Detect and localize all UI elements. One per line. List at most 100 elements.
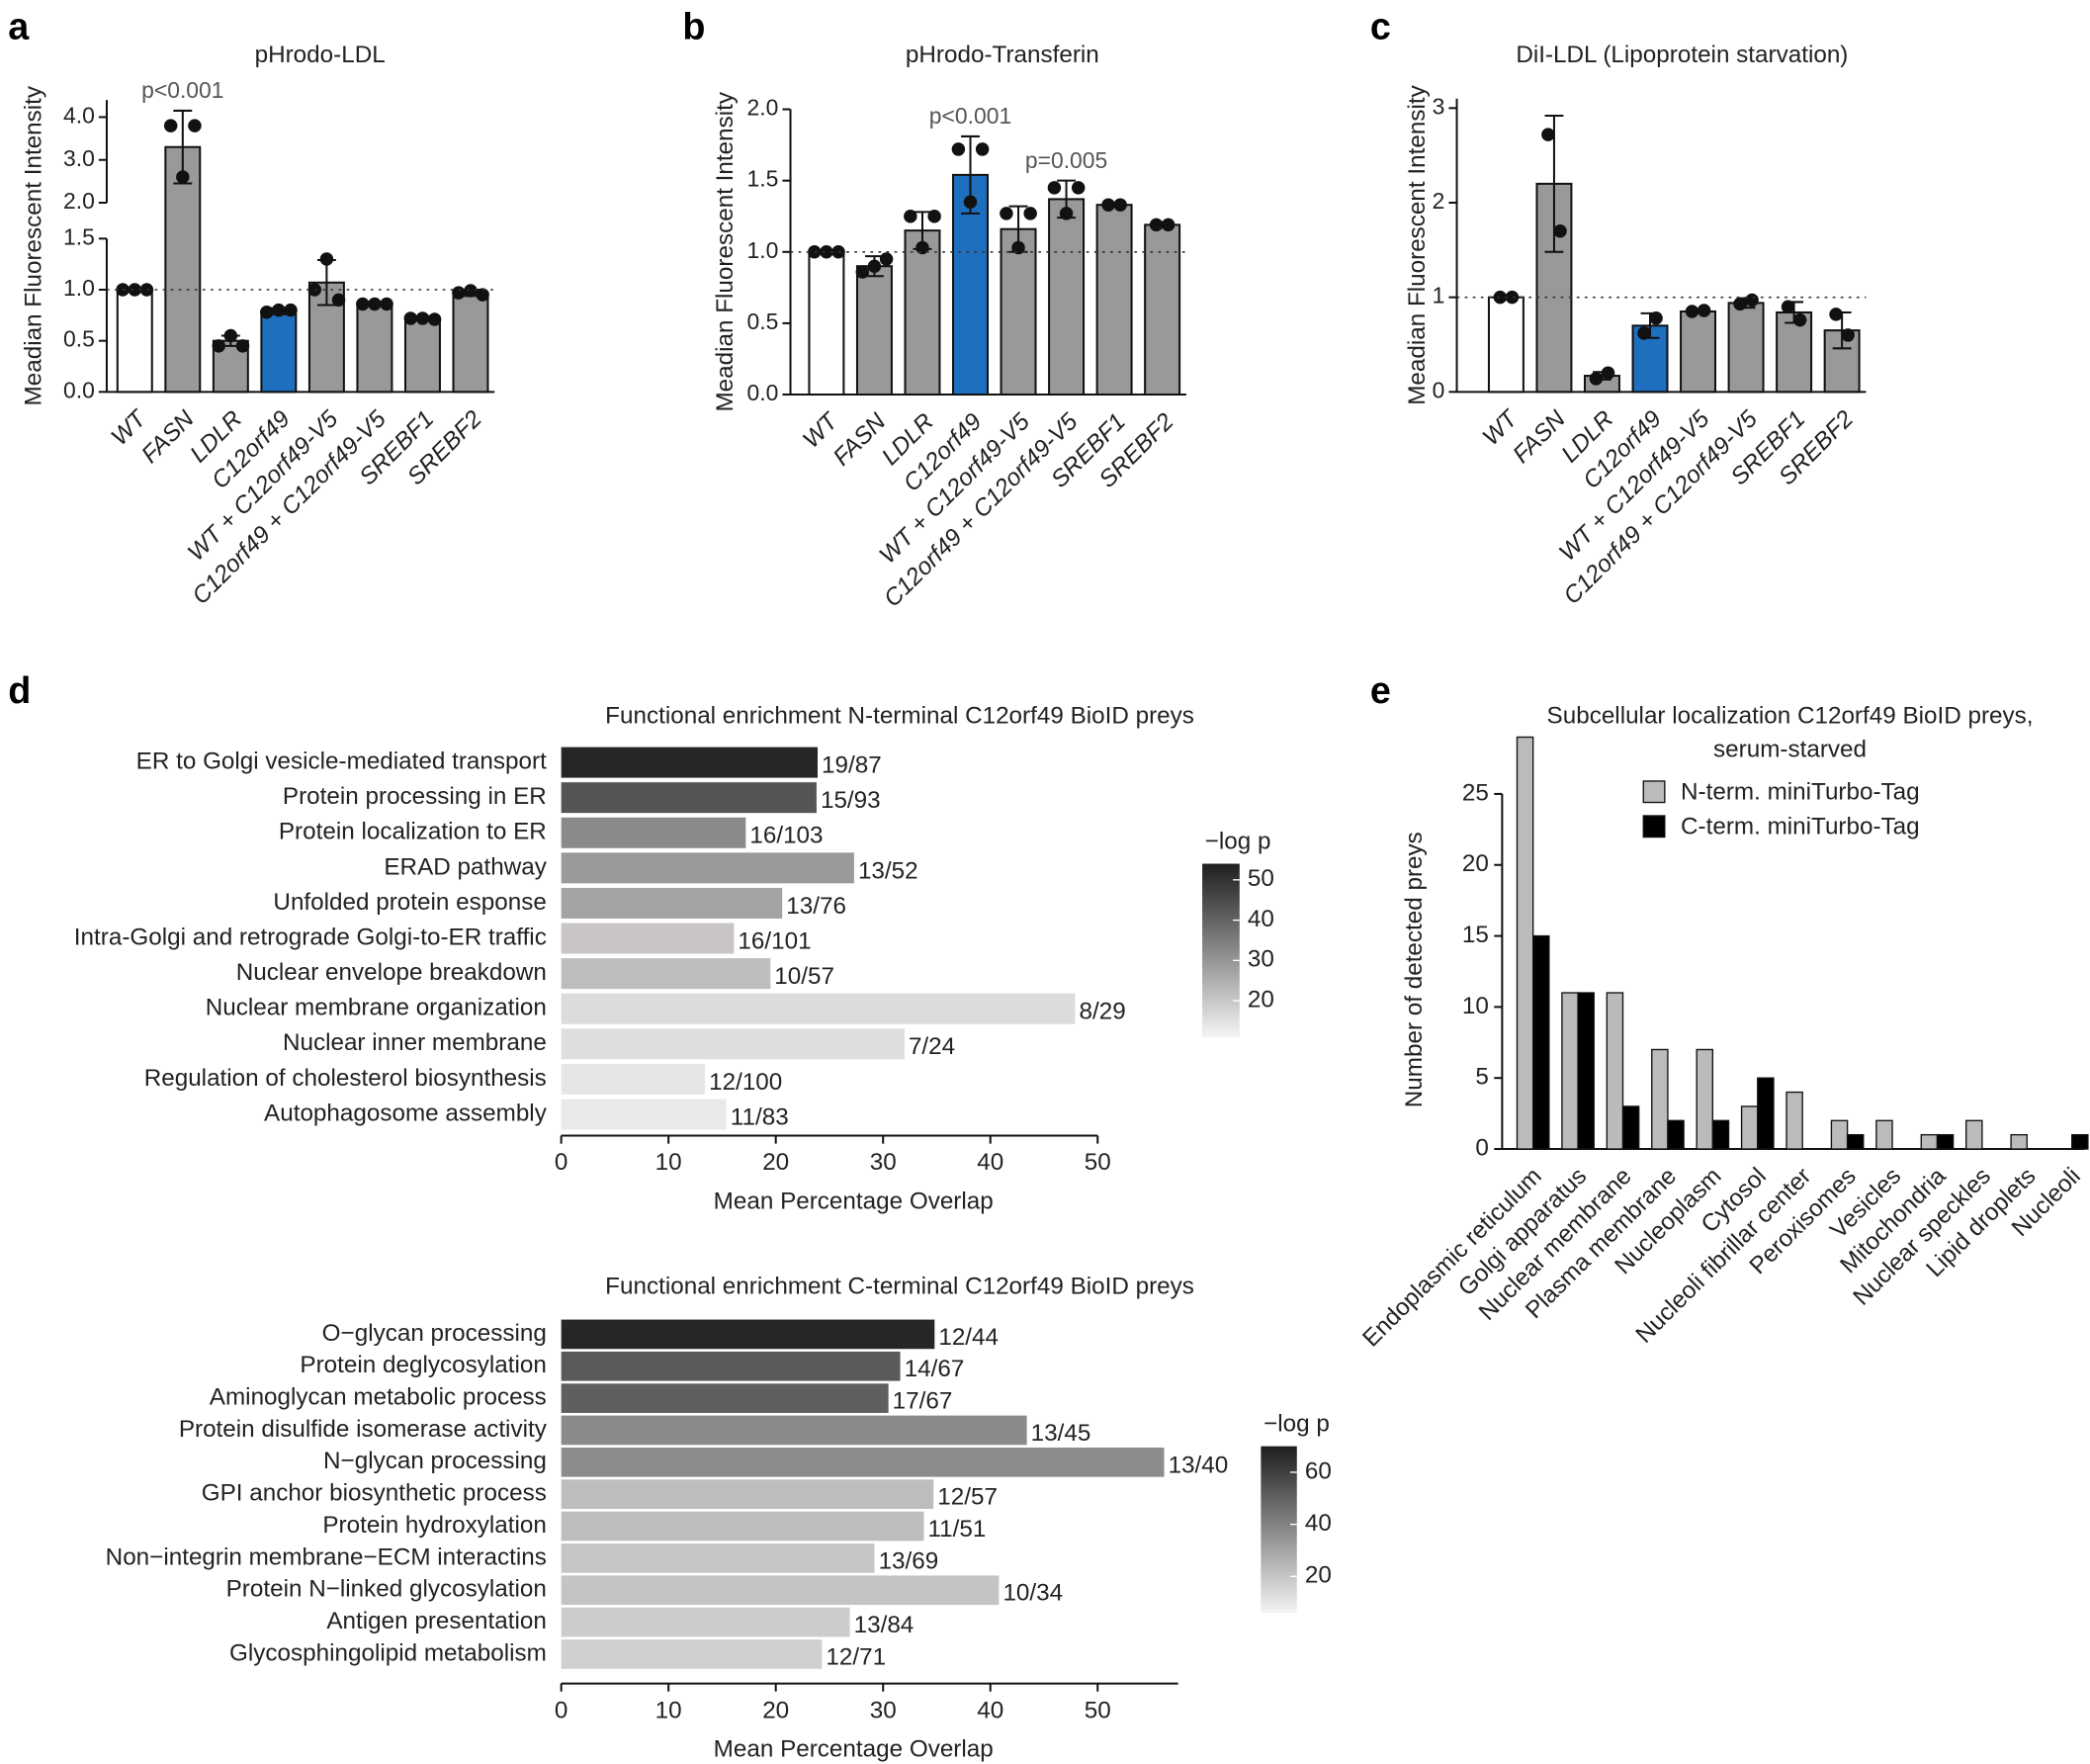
value-label: 15/93 bbox=[821, 787, 881, 814]
value-label: 13/69 bbox=[879, 1547, 939, 1574]
data-point bbox=[1161, 218, 1176, 232]
data-point bbox=[415, 311, 430, 325]
data-point bbox=[403, 311, 418, 325]
chart-title: pHrodo-LDL bbox=[255, 42, 386, 68]
value-label: 12/57 bbox=[937, 1484, 998, 1511]
y-tick-label: O−glycan processing bbox=[322, 1320, 547, 1347]
data-point bbox=[1553, 223, 1567, 238]
data-point bbox=[368, 297, 382, 311]
panel-label: c bbox=[1370, 6, 1391, 47]
value-label: 13/52 bbox=[858, 857, 918, 884]
y-tick-label: Non−integrin membrane−ECM interactins bbox=[106, 1544, 547, 1570]
panel-label: b bbox=[682, 6, 705, 47]
bar bbox=[1144, 223, 1181, 397]
y-axis-label: Meadian Fluorescent Intensity bbox=[21, 85, 47, 405]
value-label: 11/83 bbox=[731, 1103, 789, 1130]
bar bbox=[1740, 1105, 1759, 1150]
legend-swatch bbox=[1642, 780, 1666, 804]
bar bbox=[260, 309, 298, 394]
bar bbox=[561, 747, 819, 778]
bar bbox=[2071, 1133, 2089, 1150]
value-label: 13/76 bbox=[786, 893, 846, 920]
value-label: 16/103 bbox=[749, 823, 823, 849]
bar bbox=[808, 250, 845, 397]
data-point bbox=[1023, 207, 1037, 220]
data-point bbox=[476, 288, 489, 302]
chart-title: pHrodo-Transferin bbox=[906, 42, 1099, 68]
data-point bbox=[331, 293, 346, 308]
y-tick-label: ERAD pathway bbox=[384, 853, 547, 880]
y-tick-label: GPI anchor biosynthetic process bbox=[202, 1480, 547, 1507]
data-point bbox=[915, 240, 929, 255]
bar bbox=[1785, 1091, 1803, 1150]
bar bbox=[561, 817, 746, 848]
data-point bbox=[951, 142, 966, 156]
data-point bbox=[356, 297, 370, 311]
data-point bbox=[1071, 181, 1086, 195]
y-tick-label: Nuclear membrane organization bbox=[206, 995, 547, 1021]
y-tick-label: 2 bbox=[1433, 188, 1445, 214]
bar bbox=[1651, 1048, 1669, 1150]
data-point bbox=[1697, 304, 1711, 317]
colorbar-tick-label: 60 bbox=[1305, 1457, 1332, 1484]
y-tick-label: Glycosphingolipid metabolism bbox=[229, 1639, 547, 1666]
data-point bbox=[867, 259, 882, 273]
y-tick-label: 1.0 bbox=[63, 275, 95, 301]
bar bbox=[561, 1544, 875, 1573]
bar bbox=[561, 1319, 935, 1350]
legend-label: C-term. miniTurbo-Tag bbox=[1681, 814, 1920, 840]
x-tick-label: 40 bbox=[977, 1149, 1003, 1176]
bar bbox=[452, 292, 489, 394]
y-tick-label: N−glycan processing bbox=[323, 1448, 547, 1474]
value-label: 13/84 bbox=[854, 1612, 914, 1638]
panel-label: a bbox=[8, 6, 30, 47]
bar bbox=[1516, 736, 1534, 1150]
x-tick-label: 30 bbox=[870, 1149, 897, 1176]
data-point bbox=[212, 339, 225, 353]
y-axis-label: Number of detected preys bbox=[1401, 832, 1428, 1107]
data-point bbox=[879, 252, 894, 266]
data-point bbox=[1733, 297, 1747, 311]
panel-label: e bbox=[1370, 669, 1391, 711]
data-point bbox=[1113, 198, 1127, 212]
data-point bbox=[1149, 218, 1164, 232]
bar bbox=[1000, 227, 1037, 397]
x-tick-label: FASN bbox=[136, 405, 200, 469]
bar bbox=[561, 993, 1076, 1024]
data-point bbox=[1059, 207, 1074, 220]
y-tick-label: Regulation of cholesterol biosynthesis bbox=[144, 1065, 547, 1092]
data-point bbox=[1637, 326, 1651, 340]
bar bbox=[1920, 1133, 1939, 1150]
bar bbox=[1965, 1119, 1983, 1150]
x-tick-label: 50 bbox=[1085, 1149, 1111, 1176]
bar bbox=[1667, 1119, 1685, 1150]
y-tick-label: 0.5 bbox=[63, 326, 95, 352]
data-point bbox=[1047, 181, 1062, 195]
bar bbox=[1680, 309, 1717, 394]
y-tick-label: Protein processing in ER bbox=[283, 783, 547, 810]
bar bbox=[403, 316, 441, 394]
value-label: 7/24 bbox=[909, 1033, 955, 1060]
y-tick-label: 1 bbox=[1433, 283, 1445, 309]
data-point bbox=[427, 312, 442, 326]
data-point bbox=[235, 339, 250, 353]
value-label: 10/34 bbox=[1002, 1580, 1063, 1607]
y-tick-label: 5 bbox=[1475, 1064, 1489, 1091]
data-point bbox=[464, 284, 478, 298]
value-label: 17/67 bbox=[893, 1388, 953, 1415]
data-point bbox=[223, 328, 238, 343]
annotation: p<0.001 bbox=[141, 77, 223, 103]
data-point bbox=[380, 297, 393, 311]
x-tick-label: 40 bbox=[977, 1697, 1003, 1723]
bar bbox=[561, 887, 783, 919]
y-tick-label: ER to Golgi vesicle-mediated transport bbox=[136, 748, 547, 774]
y-tick-label: Nuclear envelope breakdown bbox=[236, 959, 547, 986]
data-point bbox=[452, 286, 466, 300]
bar bbox=[1095, 204, 1133, 397]
panel-label: d bbox=[8, 669, 31, 711]
y-axis-label: Meadian Fluorescent Intensity bbox=[712, 91, 739, 411]
chart-title: Subcellular localization C12orf49 BioID … bbox=[1547, 703, 2034, 730]
legend-label: N-term. miniTurbo-Tag bbox=[1681, 778, 1920, 805]
y-tick-label: 1.5 bbox=[63, 223, 95, 249]
chart-title: Functional enrichment N-terminal C12orf4… bbox=[605, 703, 1194, 730]
